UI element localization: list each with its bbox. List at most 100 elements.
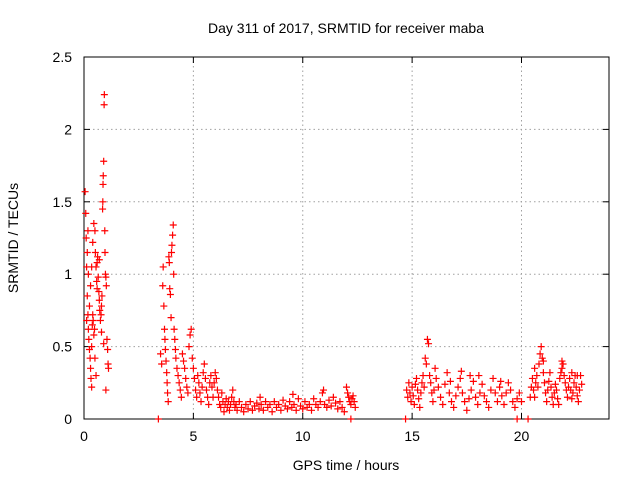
data-point (350, 398, 358, 406)
data-point (181, 364, 189, 372)
data-point (515, 389, 523, 397)
data-point (466, 372, 474, 380)
data-point (262, 398, 270, 406)
data-point (345, 393, 353, 401)
data-point (102, 273, 110, 281)
data-point (496, 383, 504, 391)
data-point (171, 345, 179, 353)
data-point (338, 403, 346, 411)
y-tick-label: 0 (64, 411, 72, 427)
data-point (220, 408, 228, 416)
data-point (95, 296, 103, 304)
data-point (210, 379, 218, 387)
data-point (198, 383, 206, 391)
data-point (218, 389, 226, 397)
data-point (87, 364, 95, 372)
data-point (573, 392, 581, 400)
data-point (176, 386, 184, 394)
data-point (437, 393, 445, 401)
data-point (89, 238, 97, 246)
data-point (217, 403, 225, 411)
data-point (91, 227, 99, 235)
data-point (524, 415, 532, 423)
y-tick-label: 1 (64, 266, 72, 282)
data-point (81, 188, 89, 196)
data-point (531, 364, 539, 372)
data-point (498, 392, 506, 400)
data-point (168, 241, 176, 249)
data-point (159, 263, 167, 271)
data-point (257, 401, 265, 409)
data-point (343, 383, 350, 391)
data-point (185, 343, 193, 351)
data-point (162, 357, 170, 365)
data-point (101, 227, 109, 235)
data-point (180, 357, 188, 365)
data-point (483, 398, 490, 406)
data-point (99, 172, 107, 180)
data-point (161, 325, 168, 333)
data-point (402, 415, 410, 423)
data-point (154, 415, 162, 423)
y-axis-label: SRMTID / TECUs (5, 183, 21, 293)
data-point (537, 343, 545, 351)
data-point (201, 374, 209, 382)
data-point (536, 350, 544, 358)
data-point (233, 406, 241, 414)
data-point (96, 317, 104, 325)
data-point (83, 248, 91, 256)
data-point (84, 270, 92, 278)
data-point (445, 389, 453, 397)
data-point (489, 374, 497, 382)
data-point (563, 393, 571, 401)
data-point (255, 405, 263, 413)
data-point (98, 328, 105, 336)
data-point (104, 345, 112, 353)
data-point (573, 372, 581, 380)
data-point (91, 354, 99, 362)
data-point (163, 379, 171, 387)
data-point (100, 91, 108, 99)
data-point (439, 401, 447, 409)
data-point (279, 396, 287, 404)
data-point (85, 302, 93, 310)
data-point (448, 398, 455, 406)
data-point (332, 399, 340, 407)
data-point (472, 393, 480, 401)
data-point (570, 379, 578, 387)
chart-title: Day 311 of 2017, SRMTID for receiver mab… (208, 20, 484, 36)
data-point (425, 340, 433, 348)
data-point (450, 403, 458, 411)
data-point (248, 406, 256, 414)
data-point (90, 331, 98, 339)
data-point (98, 302, 105, 310)
data-point (405, 379, 413, 387)
data-point (82, 234, 90, 242)
data-point (83, 292, 91, 300)
data-point (427, 379, 435, 387)
data-point (158, 360, 166, 368)
data-point (85, 335, 93, 343)
data-point (558, 364, 566, 372)
data-point (244, 405, 252, 413)
data-point (242, 401, 250, 409)
data-point (167, 314, 175, 322)
y-tick-label: 1.5 (53, 194, 73, 210)
data-point (426, 372, 434, 380)
data-point (308, 406, 315, 414)
data-point (513, 395, 521, 403)
data-point (543, 398, 551, 406)
data-point (184, 389, 192, 397)
data-point (88, 383, 96, 391)
data-point (546, 369, 554, 377)
data-point (99, 205, 107, 213)
data-point (456, 374, 464, 382)
data-point (554, 395, 562, 403)
data-point (173, 364, 181, 372)
data-point (283, 405, 291, 413)
data-point (432, 374, 440, 382)
data-point (266, 401, 274, 409)
data-point (87, 374, 95, 382)
data-point (349, 392, 357, 400)
data-point (534, 383, 542, 391)
